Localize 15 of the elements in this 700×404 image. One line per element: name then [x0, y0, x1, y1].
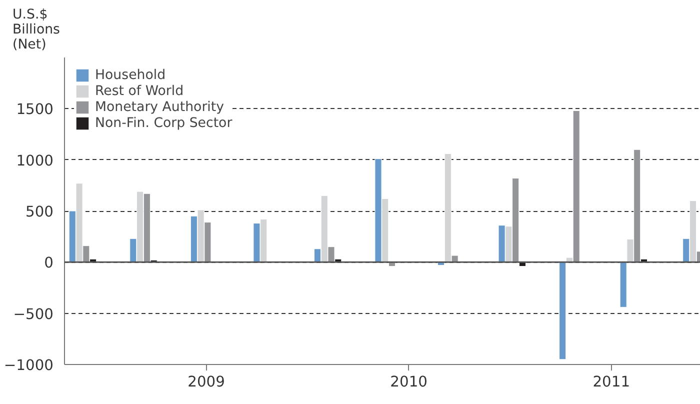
y-tick-label: 500 [26, 204, 54, 220]
legend-label: Household [95, 68, 166, 82]
y-tick-label: −1000 [4, 357, 54, 374]
y-tick-label: 1500 [16, 101, 54, 118]
y-tick-label: 0 [44, 254, 54, 272]
legend-label: Non-Fin. Corp Sector [95, 116, 232, 130]
x-tick-label: 2009 [188, 374, 225, 390]
x-tick-label: 2011 [592, 374, 630, 390]
bar [559, 262, 566, 360]
legend-label: Monetary Authority [95, 100, 224, 114]
y-tick-label: 1000 [16, 152, 54, 170]
x-tick-label: 2010 [390, 374, 428, 390]
legend-label: Rest of World [95, 84, 184, 98]
y-axis-title: U.S.$ Billions (Net) [12, 8, 60, 52]
y-tick-label: −500 [13, 306, 54, 323]
